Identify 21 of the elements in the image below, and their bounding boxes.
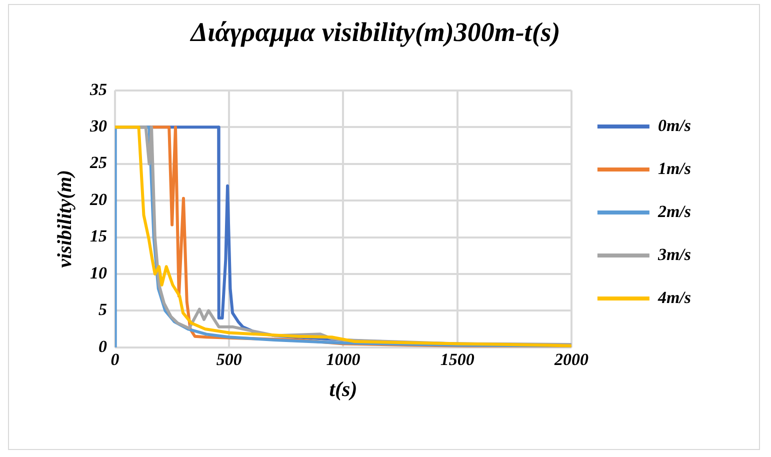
- legend-label: 1m/s: [658, 158, 692, 178]
- legend-label: 4m/s: [656, 288, 692, 307]
- y-tick-label: 35: [89, 80, 108, 99]
- y-tick-label: 30: [89, 116, 108, 136]
- y-tick-label: 25: [89, 153, 108, 172]
- x-tick-label: 0: [110, 350, 120, 369]
- chart-title: Διάγραμμα visibility(m)300m-t(s): [190, 17, 560, 48]
- x-tick-label: 1000: [326, 350, 361, 369]
- x-tick-label: 500: [216, 350, 242, 369]
- y-tick-label: 15: [90, 226, 108, 246]
- legend-label: 0m/s: [658, 116, 692, 135]
- x-axis-title: t(s): [329, 376, 358, 401]
- y-axis-title: visibility(m): [54, 170, 76, 268]
- y-tick-label: 20: [89, 190, 108, 209]
- y-tick-label: 0: [98, 336, 108, 356]
- legend-label: 3m/s: [656, 244, 692, 264]
- y-tick-label: 5: [98, 300, 108, 320]
- x-tick-label: 2000: [553, 350, 589, 369]
- y-tick-label: 10: [90, 263, 108, 282]
- x-tick-label: 1500: [440, 350, 475, 369]
- legend-label: 2m/s: [656, 202, 692, 221]
